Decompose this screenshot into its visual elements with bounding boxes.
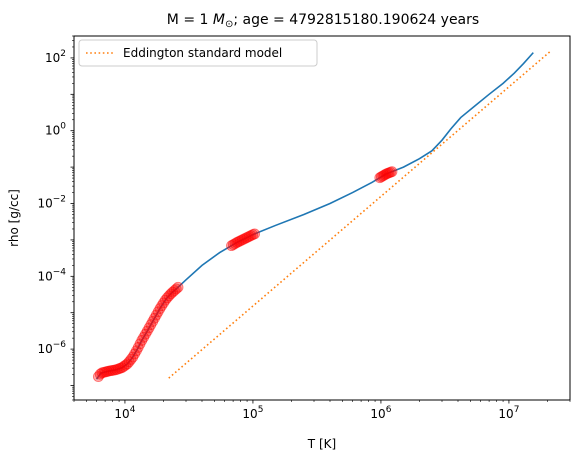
highlight-marker (140, 328, 151, 340)
series-line-0 (95, 52, 534, 380)
title-unit-sub: ⊙ (225, 19, 233, 30)
highlight-marker (147, 316, 159, 327)
highlight-marker (249, 228, 260, 240)
highlight-marker (172, 281, 184, 293)
highlight-marker (145, 319, 157, 331)
highlight-marker (149, 312, 160, 324)
highlight-marker (138, 331, 150, 343)
x-tick-label: 106 (370, 405, 391, 421)
highlight-marker (143, 322, 155, 334)
x-axis-ticks: 104 105 106 107 (73, 400, 571, 421)
y-tick-label: 100 (45, 122, 66, 138)
y-axis-ticks: 10−6 10−4 10−2 100 102 (37, 35, 74, 401)
title-prefix: M = 1 (167, 12, 213, 28)
y-tick-label: 10−2 (37, 195, 66, 211)
y-tick-label: 10−6 (37, 340, 66, 356)
highlight-marker (386, 166, 398, 178)
highlight-marker (150, 309, 162, 321)
highlight-marker (141, 325, 153, 337)
legend-label-eddington: Eddington standard model (123, 46, 282, 60)
x-axis-label: T [K] (307, 437, 336, 451)
highlight-marker (170, 283, 182, 295)
x-tick-label: 104 (114, 405, 135, 421)
x-tick-label: 105 (242, 405, 263, 421)
highlight-marker (152, 306, 164, 318)
legend: Eddington standard model (78, 39, 318, 67)
highlight-marker (136, 334, 148, 346)
y-axis-label: rho [g/cc] (7, 189, 21, 247)
highlight-markers (92, 166, 398, 383)
highlight-marker (127, 351, 139, 363)
plot-frame (73, 35, 571, 401)
title-suffix: ; age = 4792815180.190624 years (233, 12, 479, 28)
series-line-1 (168, 50, 551, 379)
highlight-marker (129, 348, 140, 360)
title-unit: M (213, 12, 225, 28)
highlight-marker (154, 303, 166, 314)
chart-title: M = 1 M⊙; age = 4792815180.190624 years (167, 12, 479, 30)
legend-box (78, 39, 318, 67)
plot-series (95, 50, 551, 380)
y-tick-label: 102 (45, 49, 66, 65)
x-tick-label: 107 (498, 405, 519, 421)
y-tick-label: 10−4 (37, 267, 66, 283)
